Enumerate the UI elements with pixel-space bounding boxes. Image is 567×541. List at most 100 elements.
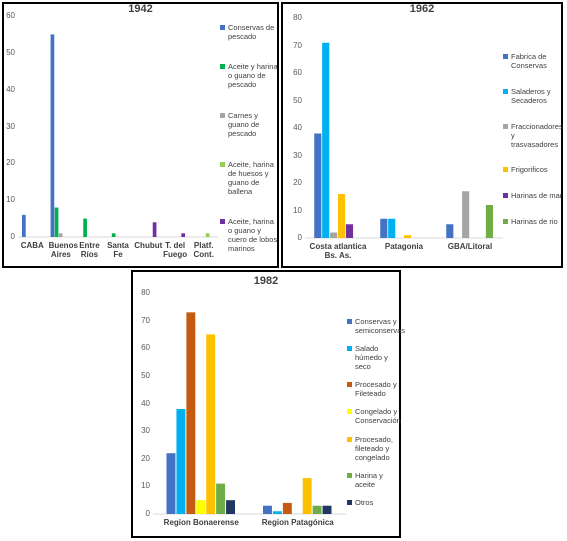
- bar: [152, 222, 157, 237]
- legend-label: Frigorificos: [511, 165, 548, 175]
- legend-item: Carnes y guano de pescado: [220, 111, 278, 138]
- bar: [446, 224, 454, 238]
- y-tick-label: 60: [141, 343, 150, 353]
- bar: [380, 218, 388, 238]
- plot: [305, 42, 503, 239]
- y-tick-label: 20: [293, 178, 302, 187]
- chart-panel: 1962 0 10 20 30 40 50 60 70 80 Costa atlantica Bs.…: [281, 2, 563, 268]
- legend-label: Procesado y Fileteado: [355, 380, 397, 399]
- y-tick-label: 40: [293, 123, 302, 132]
- bar: [83, 218, 87, 237]
- legend: Conservas y semiconservas Salado húmedo y…: [347, 312, 405, 512]
- legend-label: Saladeros y Secaderos: [511, 86, 551, 105]
- bar: [314, 133, 322, 238]
- legend-item: Conservas de pescado: [220, 23, 278, 41]
- legend-item: Frigorificos: [503, 165, 563, 174]
- bar: [111, 233, 116, 237]
- legend-item: Procesado, fileteado y congelado: [347, 435, 401, 462]
- legend-label: Procesado, fileteado y congelado: [355, 434, 393, 462]
- legend-swatch: [347, 436, 352, 442]
- bar: [22, 214, 26, 237]
- legend-item: Harinas de mar: [503, 191, 563, 200]
- bar: [205, 233, 210, 237]
- legend-label: Conservas y semiconservas: [355, 316, 406, 335]
- bar: [388, 218, 396, 238]
- y-tick-label: 60: [6, 11, 15, 20]
- bar: [54, 207, 59, 237]
- legend-item: Procesado y Fileteado: [347, 380, 401, 398]
- bar: [58, 233, 63, 237]
- chart-title: 1962: [409, 3, 435, 15]
- y-tick-label: 30: [141, 426, 150, 436]
- bar: [345, 224, 354, 238]
- y-tick-label: 50: [6, 47, 15, 57]
- y-tick-label: 10: [293, 205, 302, 215]
- bar: [462, 191, 470, 238]
- bar: [186, 312, 196, 514]
- y-tick-label: 80: [141, 288, 150, 297]
- legend: Fabrica de Conservas Saladeros y Secadero…: [503, 44, 563, 234]
- bar: [272, 511, 282, 514]
- legend-swatch: [503, 123, 508, 129]
- legend-swatch: [347, 318, 352, 324]
- legend-label: Salado húmedo y seco: [355, 343, 388, 371]
- chart-panel: 1942 0 10 20 30 40 50 60 CABA Buenos Aires Entre R…: [2, 2, 279, 268]
- legend-swatch: [347, 473, 352, 479]
- legend-swatch: [220, 219, 225, 225]
- legend-item: Saladeros y Secaderos: [503, 87, 563, 105]
- y-tick-label: 40: [141, 398, 150, 408]
- y-tick-label: 40: [6, 84, 15, 94]
- bar: [226, 500, 235, 514]
- bar: [50, 34, 55, 238]
- legend-swatch: [347, 500, 352, 506]
- bar: [312, 505, 322, 514]
- y-tick-label: 0: [145, 509, 150, 518]
- x-tick-label: CABA: [20, 241, 44, 250]
- legend-label: Fabrica de Conservas: [511, 52, 547, 71]
- x-tick-label: Entre Ríos: [79, 241, 100, 259]
- legend-item: Harinas de rio: [503, 217, 563, 226]
- legend-label: Congelado y Conservación: [355, 407, 401, 426]
- plot: [153, 312, 346, 515]
- legend-swatch: [220, 112, 225, 118]
- legend-item: Aceite, harina de huesos y guano de ball…: [220, 160, 278, 196]
- legend-label: Aceite, harina de huesos y guano de ball…: [228, 159, 274, 196]
- bar: [404, 235, 412, 238]
- legend-swatch: [220, 24, 225, 30]
- legend-swatch: [503, 54, 508, 60]
- legend-label: Otros: [355, 498, 374, 508]
- bar: [196, 500, 206, 514]
- y-tick-label: 80: [293, 13, 302, 22]
- x-tick-label: Buenos Aires: [48, 241, 78, 259]
- legend: Conservas de pescado Aceite y harina o gu…: [220, 12, 278, 264]
- bar: [330, 232, 338, 238]
- bar: [338, 194, 346, 238]
- x-tick-label: Region Patagónica: [261, 518, 334, 527]
- y-tick-label: 60: [293, 68, 302, 77]
- bar: [302, 478, 312, 514]
- legend-swatch: [503, 218, 508, 224]
- bar: [282, 502, 292, 514]
- legend-item: Otros: [347, 498, 401, 507]
- y-tick-label: 20: [141, 453, 150, 463]
- y-tick-label: 50: [141, 370, 150, 380]
- chart-panel: 1982 0 10 20 30 40 50 60 70 80 Region Bonaerense Re…: [131, 270, 405, 538]
- x-tick-label: Costa atlantica Bs. As.: [309, 242, 367, 260]
- chart-title: 1982: [253, 275, 279, 287]
- x-tick-label: Santa Fe: [107, 241, 129, 259]
- legend-label: Conservas de pescado: [228, 22, 275, 41]
- bar: [216, 483, 226, 514]
- x-tick-label: GBA/Litoral: [447, 242, 493, 251]
- bar: [485, 205, 493, 238]
- x-tick-label: Platf. Cont.: [193, 241, 214, 259]
- legend-item: Aceite, harina o guano y cuero de lobos …: [220, 217, 278, 253]
- bar: [263, 505, 272, 514]
- legend-swatch: [347, 382, 352, 388]
- plot: [18, 34, 218, 238]
- y-tick-label: 70: [141, 315, 150, 325]
- y-tick-label: 50: [293, 95, 302, 105]
- y-tick-label: 10: [6, 195, 15, 205]
- legend-item: Congelado y Conservación: [347, 407, 401, 425]
- legend-label: Fraccionadores y trasvasadores: [511, 121, 563, 149]
